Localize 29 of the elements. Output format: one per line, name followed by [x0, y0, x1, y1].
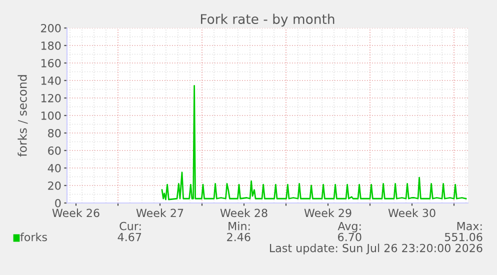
- text: Cur:: [120, 222, 141, 230]
- legend-label: forks: [20, 232, 47, 242]
- y-tick-label: 100: [41, 111, 61, 120]
- y-tick-label: 20: [48, 181, 61, 190]
- text: 4.67: [118, 232, 142, 242]
- text: Avg:: [338, 222, 361, 232]
- text: Min:: [228, 222, 250, 230]
- x-tick-label: Week 29: [304, 208, 352, 218]
- y-tick-label: 80: [48, 128, 61, 138]
- y-tick-label: 120: [41, 94, 61, 102]
- y-tick-label: 40: [48, 164, 61, 172]
- y-tick-label: 180: [41, 41, 61, 50]
- y-axis-title: forks / second: [18, 75, 28, 157]
- x-tick-label: Week 26: [52, 208, 100, 218]
- text: Max:: [457, 222, 482, 230]
- y-tick-label: 0: [55, 198, 61, 208]
- chart-title: Fork rate - by month: [201, 14, 334, 27]
- line-series: [161, 85, 467, 200]
- text: Last update: Sun Jul 26 23:20:00 2026: [270, 244, 482, 254]
- text: 6.70: [338, 232, 362, 242]
- x-tick-label: Week 30: [388, 208, 436, 218]
- x-tick-label: Week 27: [136, 208, 184, 218]
- y-tick-label: 160: [41, 58, 61, 68]
- text: 551.06: [444, 232, 482, 242]
- y-tick-label: 200: [41, 24, 61, 32]
- x-tick-label: Week 28: [220, 208, 268, 218]
- text: 2.46: [227, 232, 250, 242]
- y-tick-label: 140: [41, 76, 61, 85]
- y-tick-label: 60: [48, 146, 61, 155]
